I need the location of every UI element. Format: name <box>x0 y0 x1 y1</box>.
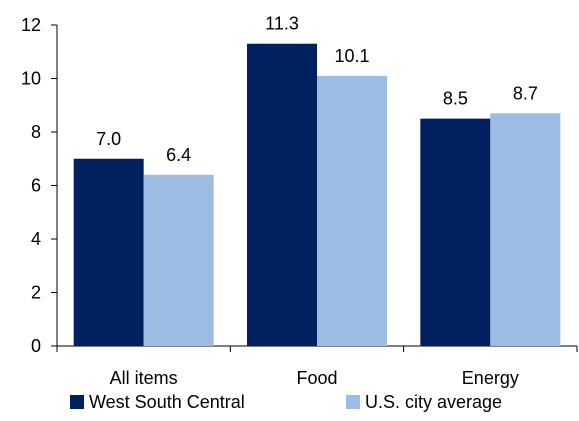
data-label: 8.7 <box>513 83 538 103</box>
legend-label: U.S. city average <box>365 392 502 412</box>
bars <box>73 43 561 347</box>
bar <box>73 158 144 346</box>
bar <box>247 43 317 346</box>
x-category-label: Food <box>296 368 337 388</box>
data-label: 8.5 <box>443 89 468 109</box>
legend-label: West South Central <box>89 392 245 412</box>
x-axis: All items Food Energy <box>56 345 578 388</box>
y-tick-label: 0 <box>31 336 41 356</box>
legend: West South Central U.S. city average <box>70 392 502 412</box>
data-label: 6.4 <box>166 145 191 165</box>
bar <box>143 174 214 346</box>
y-tick-label: 8 <box>31 122 41 142</box>
y-tick-label: 4 <box>31 229 41 249</box>
x-category-label: All items <box>110 368 178 388</box>
legend-swatch <box>70 395 84 409</box>
y-axis: 0 2 4 6 8 10 12 <box>21 15 58 356</box>
data-label: 11.3 <box>265 14 299 34</box>
data-label: 7.0 <box>96 129 121 149</box>
y-tick-label: 6 <box>31 176 41 196</box>
bar <box>490 113 561 347</box>
data-label: 10.1 <box>334 46 369 66</box>
legend-swatch <box>346 395 360 409</box>
y-tick-label: 12 <box>21 15 41 35</box>
x-category-label: Energy <box>462 368 519 388</box>
data-labels: 7.0 11.3 8.5 6.4 10.1 8.7 <box>96 14 538 165</box>
bar <box>420 118 491 346</box>
bar <box>317 75 387 346</box>
y-tick-label: 10 <box>21 69 41 89</box>
y-tick-label: 2 <box>31 283 41 303</box>
